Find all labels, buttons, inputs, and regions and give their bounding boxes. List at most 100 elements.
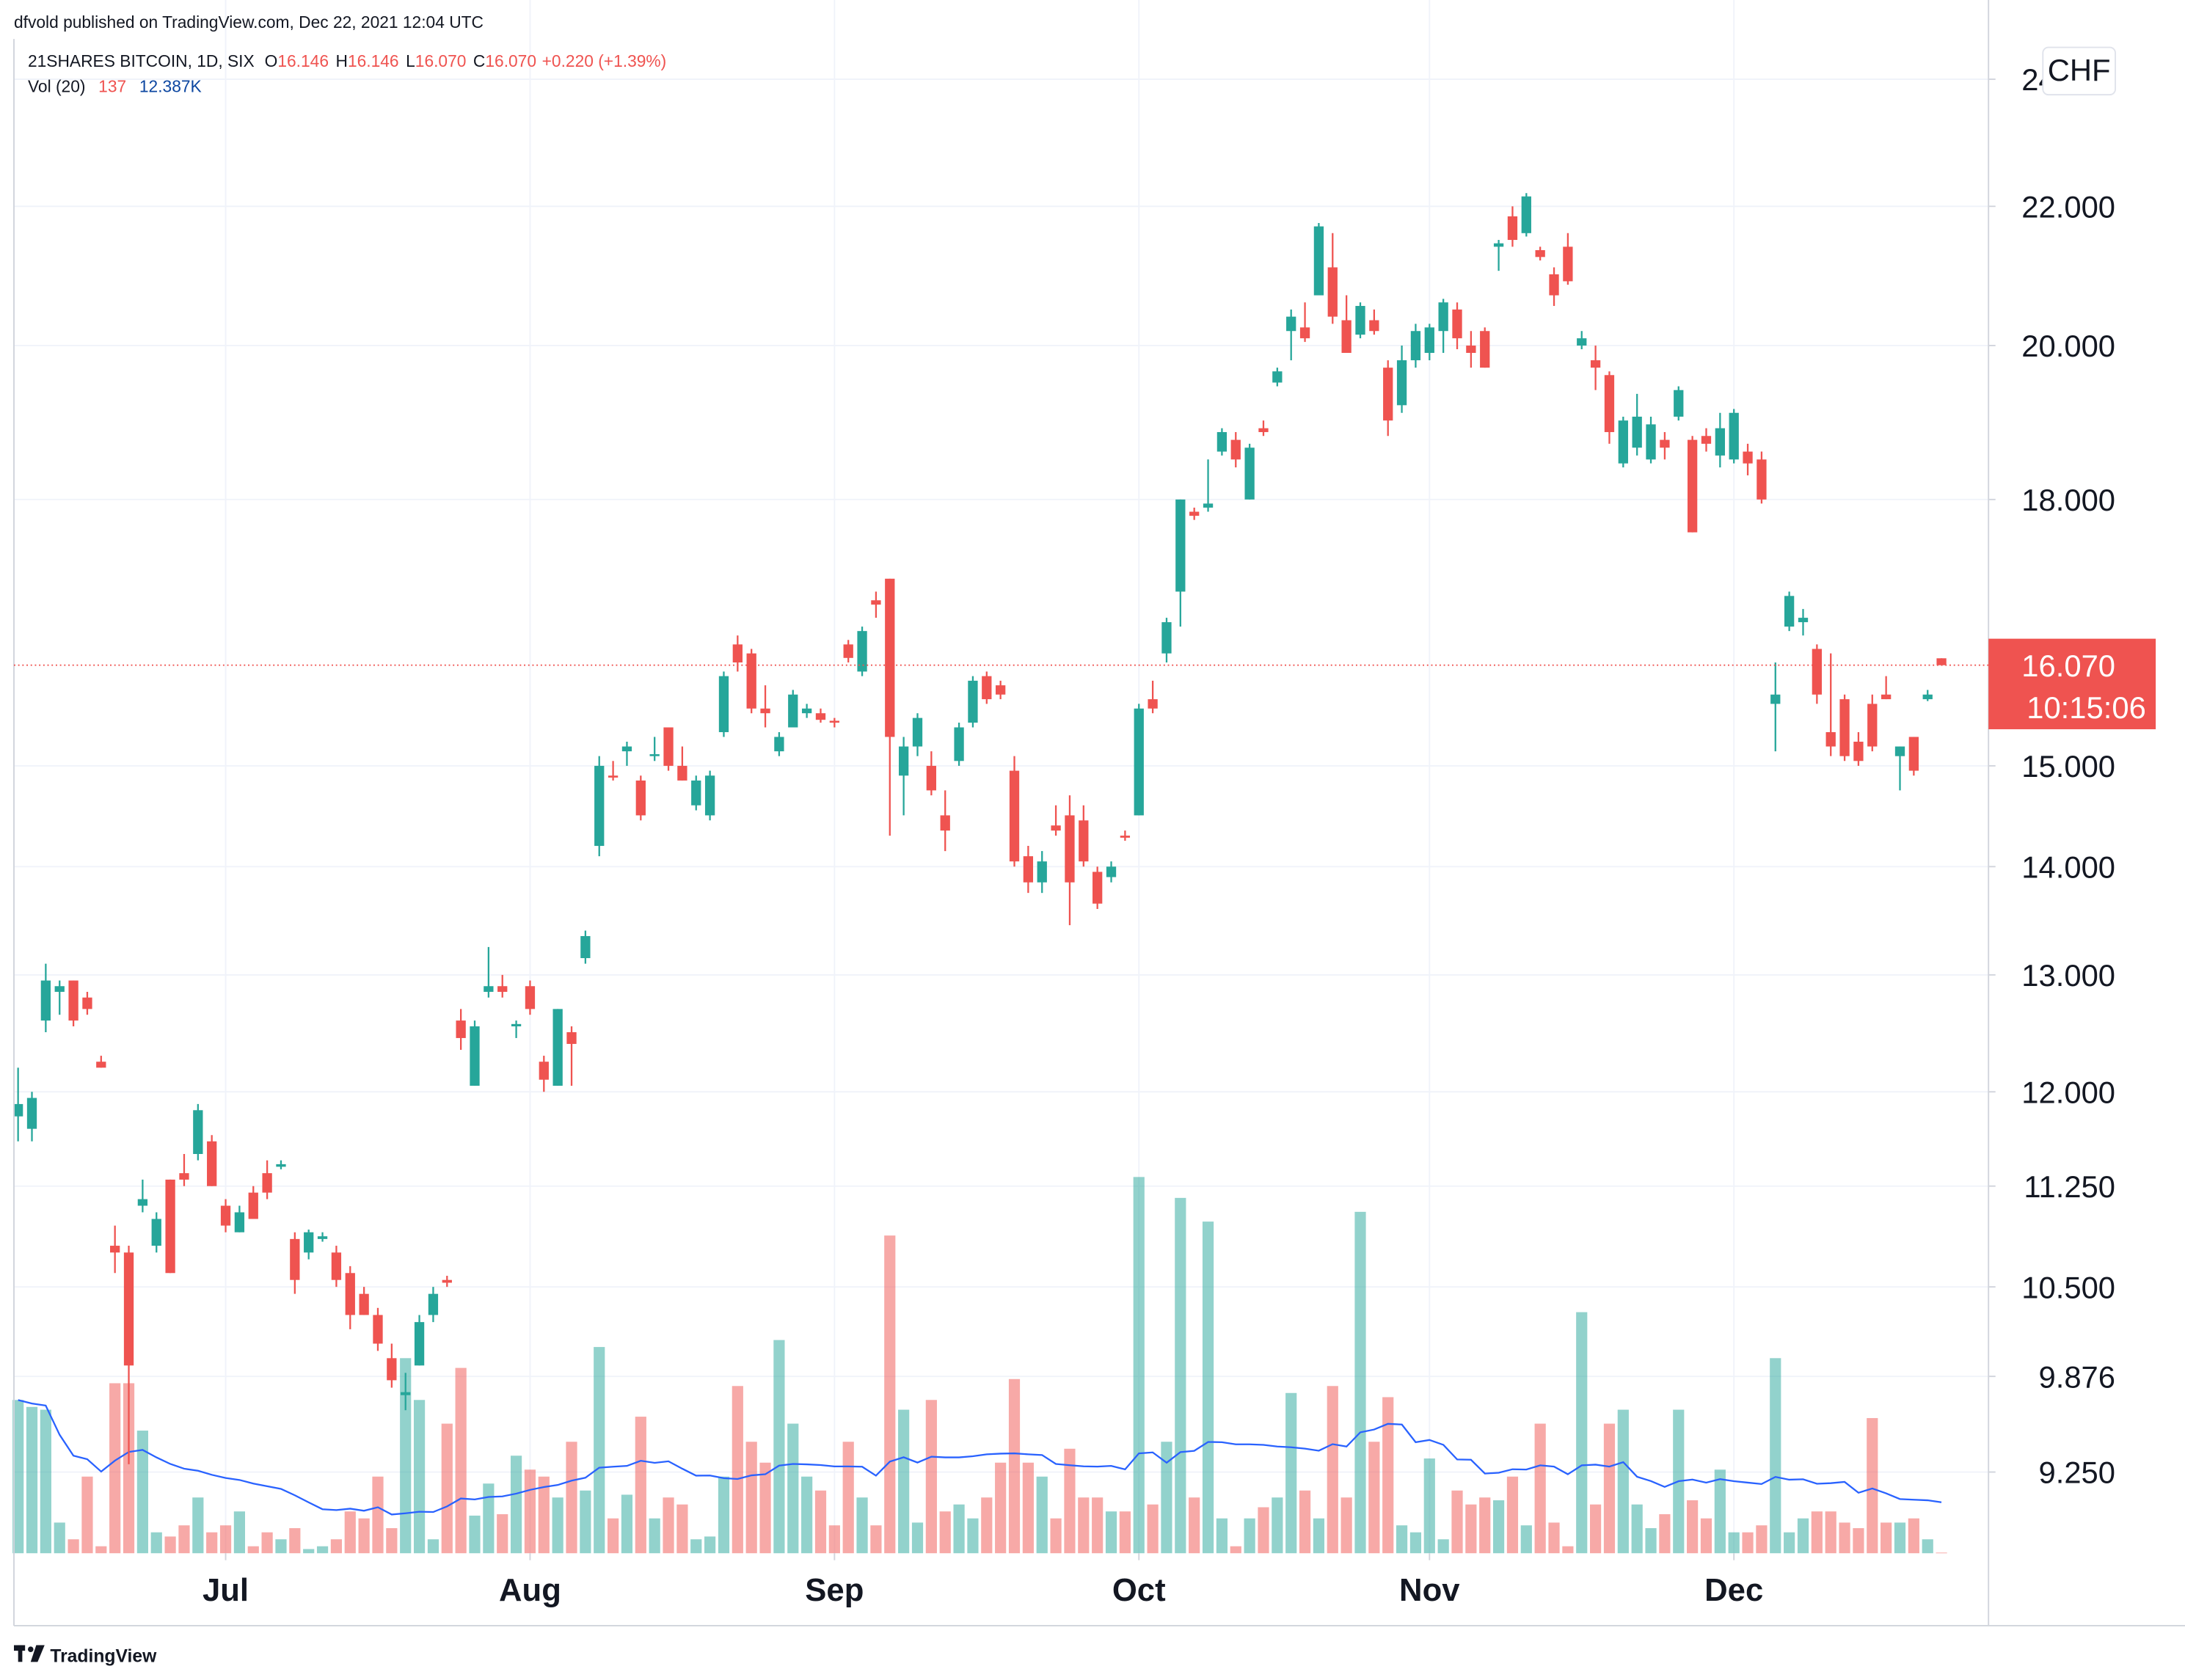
candle-body (857, 631, 867, 672)
volume-bar (995, 1462, 1007, 1554)
candle-body (1369, 320, 1379, 332)
candle-body (442, 1279, 452, 1283)
candle-body (13, 1103, 23, 1117)
volume-bar (801, 1476, 813, 1554)
volume-bar (635, 1417, 646, 1554)
volume-bar (787, 1423, 799, 1554)
candle-body (635, 780, 646, 816)
volume-bar (773, 1340, 785, 1554)
volume-bar (1479, 1497, 1491, 1554)
candle-body (1770, 694, 1781, 704)
volume-ma-value: 12.387K (139, 76, 202, 95)
candle-body (1272, 371, 1283, 383)
candle-body (1244, 448, 1255, 500)
volume-bar (1908, 1518, 1919, 1554)
x-tick-label: Jul (203, 1572, 249, 1608)
volume-bar (1756, 1525, 1768, 1554)
candle-body (1313, 226, 1324, 296)
volume-bar (1784, 1532, 1795, 1554)
volume-bar (566, 1442, 577, 1554)
volume-bar (150, 1532, 162, 1554)
candle-body (1812, 649, 1823, 695)
volume-bar (1687, 1500, 1699, 1554)
candle-body (1009, 770, 1020, 862)
volume-bar (68, 1539, 79, 1554)
candle-body (276, 1164, 286, 1167)
volume-bar (1396, 1525, 1408, 1554)
candle-body (1549, 274, 1559, 296)
volume-bar (690, 1539, 702, 1554)
volume-pane (12, 1177, 1947, 1554)
candle-body (746, 653, 756, 709)
candle-body (54, 986, 65, 992)
legend-key: H (336, 51, 348, 70)
candle-body (1383, 368, 1393, 421)
volume-bar (704, 1536, 716, 1554)
volume-bar (538, 1476, 550, 1554)
candle-body (1480, 331, 1490, 368)
volume-bar (828, 1525, 840, 1554)
volume-bar (732, 1386, 743, 1554)
last-price-label: 16.070 (2021, 649, 2115, 683)
candle-body (1729, 412, 1739, 460)
volume-bar (1451, 1490, 1463, 1554)
volume-bar (981, 1497, 993, 1554)
volume-bar (303, 1549, 315, 1554)
candle-body (1853, 741, 1864, 762)
volume-bar (1202, 1221, 1214, 1554)
volume-bar (1603, 1423, 1616, 1554)
tradingview-logo (13, 1645, 45, 1662)
volume-bar (372, 1476, 384, 1554)
candle-body (179, 1173, 189, 1180)
volume-bar (1742, 1532, 1754, 1554)
volume-bar (580, 1490, 591, 1554)
candle-body (1355, 306, 1365, 335)
y-tick-label: 9.250 (2038, 1456, 2115, 1490)
candle-body (1535, 249, 1545, 258)
candle-body (123, 1252, 134, 1366)
volume-bar (1133, 1177, 1145, 1554)
candle-body (1701, 436, 1712, 444)
y-tick-label: 10.500 (2021, 1270, 2115, 1304)
currency-badge[interactable] (2042, 46, 2116, 96)
volume-bar (1659, 1514, 1671, 1554)
candle-body (1908, 737, 1919, 771)
volume-name: Vol (20) (28, 76, 85, 95)
volume-bar (1631, 1504, 1643, 1554)
candle-body (207, 1141, 217, 1186)
candle-body (345, 1273, 355, 1315)
volume-bar (123, 1383, 135, 1554)
volume-bar (1161, 1442, 1172, 1554)
candle-body (982, 676, 992, 700)
candle-body (566, 1031, 577, 1044)
candle-body (1092, 872, 1103, 904)
candle-body (26, 1098, 37, 1129)
volume-bar (1797, 1518, 1809, 1554)
candle-body (788, 694, 798, 728)
candle-body (815, 713, 826, 720)
candle-body (1106, 866, 1117, 877)
volume-bar (1008, 1378, 1021, 1554)
x-tick-label: Oct (1112, 1572, 1166, 1608)
volume-bar (1922, 1539, 1933, 1554)
candle-body (1867, 704, 1878, 747)
volume-bar (1258, 1507, 1269, 1554)
candle-body (621, 746, 632, 752)
volume-bar (1839, 1522, 1850, 1554)
y-tick-label: 20.000 (2021, 329, 2115, 363)
candle-body (40, 980, 51, 1021)
volume-bar (608, 1518, 619, 1554)
candle-body (151, 1219, 161, 1246)
candle-body (220, 1205, 231, 1226)
candle-body (1299, 327, 1310, 339)
volume-bar (441, 1423, 453, 1554)
candle-body (580, 935, 591, 959)
volume-bar (552, 1497, 563, 1554)
legend-key: L (406, 51, 415, 70)
volume-bar (261, 1532, 273, 1554)
candle-body (1023, 856, 1034, 883)
candle-body (940, 815, 950, 831)
candle-body (359, 1293, 369, 1315)
legend-change: +0.220 (+1.39%) (542, 51, 667, 70)
currency[interactable]: CHF (2048, 53, 2111, 87)
